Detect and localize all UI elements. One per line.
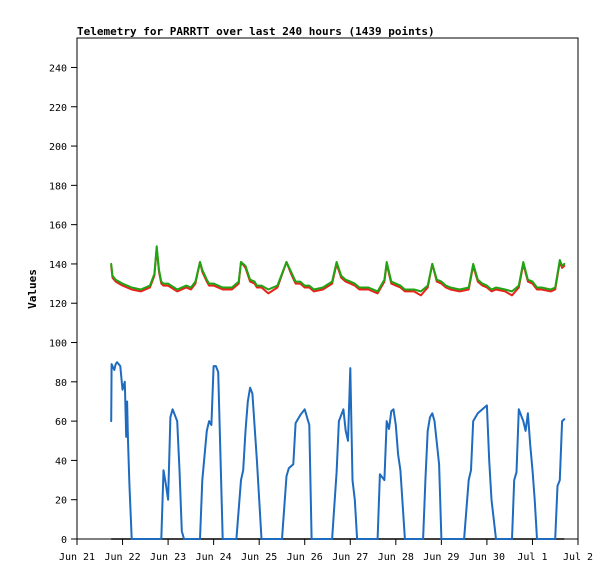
x-tick-label: Jun 21 <box>59 552 95 563</box>
x-tick-label: Jun 26 <box>287 552 323 563</box>
x-tick-label: Jun 28 <box>378 552 414 563</box>
y-axis-title: Values <box>26 269 39 309</box>
chart-title: Telemetry for PARRTT over last 240 hours… <box>77 25 435 38</box>
y-tick-label: 60 <box>55 417 67 428</box>
y-tick-label: 120 <box>49 299 67 310</box>
x-tick-label: Jun 24 <box>196 552 232 563</box>
x-tick-label: Jun 25 <box>241 552 277 563</box>
x-tick-label: Jul 2 <box>563 552 593 563</box>
x-tick-label: Jun 23 <box>150 552 186 563</box>
y-tick-label: 140 <box>49 260 67 271</box>
x-tick-label: Jun 29 <box>423 552 459 563</box>
y-tick-label: 180 <box>49 181 67 192</box>
x-tick-label: Jun 22 <box>104 552 140 563</box>
x-axis: Jun 21 Jun 22 Jun 23 Jun 24 Jun 25 Jun 26 Jun … <box>59 539 593 563</box>
y-tick-label: 200 <box>49 142 67 153</box>
series-line-3 <box>110 361 566 540</box>
y-tick-label: 20 <box>55 496 67 507</box>
y-tick-label: 0 <box>61 535 67 546</box>
x-tick-label: Jun 27 <box>332 552 368 563</box>
x-tick-label: Jun 30 <box>469 552 505 563</box>
y-tick-label: 220 <box>49 103 67 114</box>
y-tick-label: 100 <box>49 339 67 350</box>
x-tick-label: Jul 1 <box>517 552 547 563</box>
y-tick-label: 240 <box>49 63 67 74</box>
y-axis: 0 20 40 60 80 100 120 140 160 180 200 220 240 <box>49 63 77 546</box>
y-tick-label: 40 <box>55 456 67 467</box>
series-layer <box>110 245 566 540</box>
series-line-2 <box>110 245 566 293</box>
y-tick-label: 160 <box>49 221 67 232</box>
y-tick-label: 80 <box>55 378 67 389</box>
